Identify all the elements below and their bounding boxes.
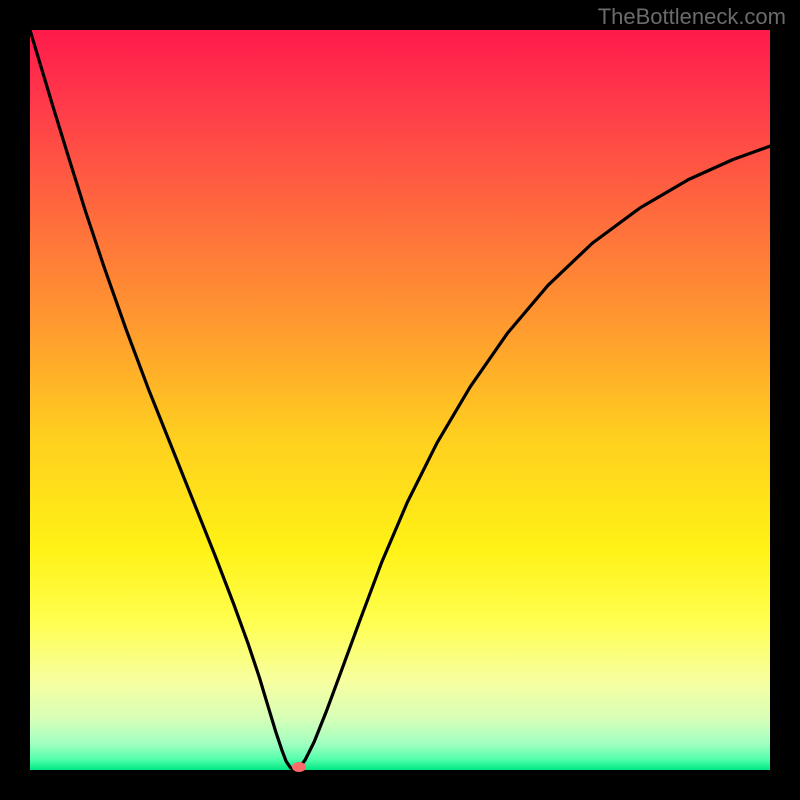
chart-frame: TheBottleneck.com <box>0 0 800 800</box>
curve-svg <box>30 30 770 770</box>
plot-area <box>30 30 770 770</box>
bottleneck-curve <box>30 30 770 770</box>
watermark-text: TheBottleneck.com <box>598 4 786 30</box>
optimum-marker <box>292 762 306 772</box>
